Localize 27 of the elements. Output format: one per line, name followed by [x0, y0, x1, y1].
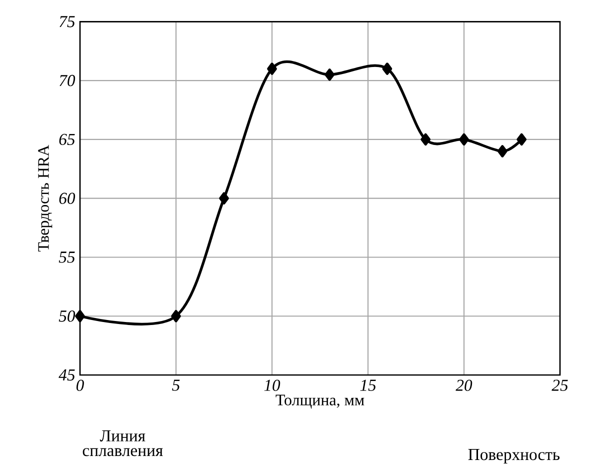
y-tick-label: 70 [60, 74, 76, 86]
point [382, 62, 392, 75]
y-tick-label: 75 [60, 16, 75, 28]
point [459, 133, 469, 146]
y-tick-label: 65 [59, 134, 75, 146]
point [219, 192, 229, 204]
point [420, 133, 431, 146]
x-tick-label: 25 [552, 380, 568, 391]
text: Поверхность [468, 449, 560, 464]
x-tick-label: 10 [264, 380, 280, 391]
x-axis-title: Толщина, мм [276, 394, 364, 409]
point [324, 68, 335, 81]
point [171, 310, 181, 322]
y-axis-title: Твердость HRA [38, 144, 52, 252]
point [497, 145, 508, 158]
y-tick-label: 50 [58, 310, 76, 322]
point [75, 310, 85, 322]
y-tick-label: 45 [58, 369, 75, 381]
text: Линия сплавления [82, 430, 163, 456]
point [267, 62, 277, 75]
x-tick-label: 20 [456, 380, 472, 391]
y-tick-label: 55 [58, 252, 75, 263]
x-tick-label: 0 [76, 380, 84, 391]
point [516, 133, 527, 146]
x-tick-label: 5 [172, 380, 180, 391]
x-tick-label: 15 [360, 380, 376, 391]
y-tick-label: 60 [59, 192, 76, 204]
